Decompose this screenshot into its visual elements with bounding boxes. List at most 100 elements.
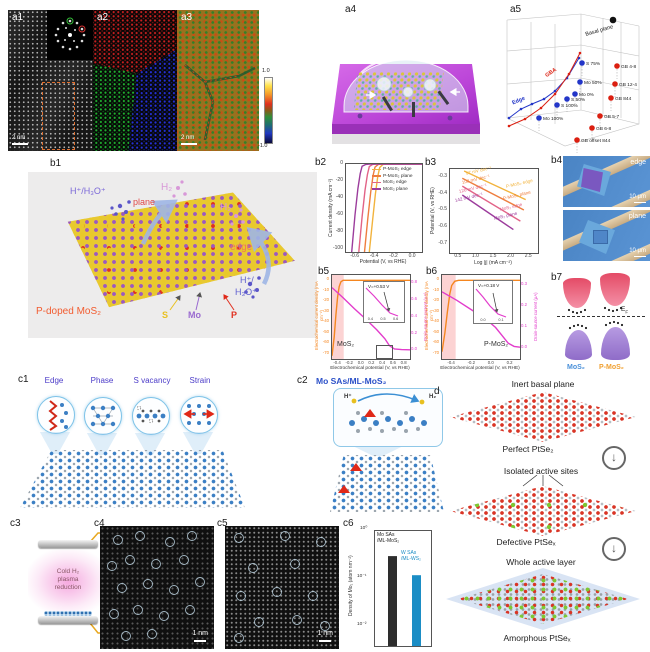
panel-label-b4: b4 — [551, 155, 563, 166]
c6-cat-0-line1: Mo SAs — [377, 532, 395, 538]
amorphous-ptsex-lattice — [458, 574, 628, 624]
fermi-level-line — [557, 316, 645, 317]
down-arrow-icon: ↓ — [602, 537, 626, 561]
c6-ytick-0: 10⁰ — [360, 526, 368, 531]
panel-label-c4: c4 — [94, 518, 105, 529]
c1-edge-label: Edge — [44, 376, 64, 385]
c5-atom-circles — [234, 531, 330, 643]
b5-yticks-right: 0.8 0.6 0.4 0.2 0.0 — [411, 279, 417, 352]
c6-cat-1-line2: /ML-WS₂ — [401, 555, 421, 562]
b6-inset: V=+0.18 V 0.0 0.1 — [473, 280, 513, 324]
b3-xlabel: Log |j| (mA cm⁻²) — [474, 260, 512, 266]
panel-label-b7: b7 — [551, 272, 563, 283]
b7-dots — [567, 306, 624, 330]
panel-label-c5: c5 — [217, 518, 228, 529]
b1-h2-right-label: H₂ — [220, 202, 232, 213]
svg-text:GB 4-8: GB 4-8 — [621, 64, 637, 70]
c2-h2-label: H₂ — [429, 394, 436, 400]
c6-bars — [388, 556, 421, 646]
d-defective-label: Defective PtSeₓ — [496, 537, 556, 547]
c6-cat-0-line2: /ML-MoS₂ — [377, 537, 400, 544]
panel-label-d: d — [434, 386, 440, 397]
perfect-ptse2-lattice — [450, 392, 636, 442]
panel-label-c1: c1 — [18, 374, 29, 385]
c3-text-line2: plasma — [57, 576, 79, 584]
b1-h2-left-label: H₂ — [161, 182, 173, 193]
scalebar — [634, 255, 646, 257]
svg-text:Mo 50%: Mo 50% — [584, 80, 602, 86]
c2-title: Mo SAs/ML-MoS₂ — [316, 376, 387, 386]
b5-yticks-left: 0 -10 -20 -30 -40 -50 -60 -70 — [322, 276, 329, 355]
stem-image-a1: a1 2 nm — [8, 10, 93, 151]
svg-text:GB offset 844: GB offset 844 — [581, 138, 611, 144]
svg-text:S 50%: S 50% — [571, 97, 586, 103]
d-amorphous-label: Amorphous PtSeₓ — [503, 633, 571, 643]
panel-label-b3: b3 — [425, 157, 437, 168]
c1-strain-label: Strain — [189, 376, 211, 385]
b1-p-label: P — [231, 310, 238, 320]
colorbar — [264, 77, 273, 144]
colorbar-min: -1.0 — [258, 143, 268, 149]
band-diagram-b7: EF MoS₂ P-MoS₂ — [545, 273, 650, 376]
grain-map-a2: a2 — [93, 10, 177, 151]
fermi-e: E — [621, 306, 626, 313]
panel-label-b2: b2 — [315, 157, 327, 168]
b2-curves — [351, 163, 422, 253]
svg-text:Mo 0%: Mo 0% — [579, 92, 595, 98]
panel-label-b5: b5 — [318, 266, 330, 277]
d-whole-label: Whole active layer — [506, 557, 576, 567]
b2-plot: P-MoS₂ edge P-MoS₂ plane MoS₂ edge MoS₂ pla… — [345, 163, 423, 253]
scalebar — [181, 143, 197, 145]
single-atom-c2: H⁺ H₂ — [328, 386, 448, 512]
b5-xticks: -0.4 -0.2 0.0 0.2 0.4 0.6 0.8 — [333, 360, 407, 365]
b1-hplus-plane-label: H⁺/H₃O⁺ — [70, 186, 106, 196]
bubble-schematic-a4 — [332, 56, 480, 144]
svg-text:GB 12-4: GB 12-4 — [619, 82, 637, 88]
b5-inset-ticks: 0.4 0.5 0.6 — [367, 317, 399, 321]
down-arrow-icon: ↓ — [602, 446, 626, 470]
optical-image-plane: plane 10 μm — [563, 210, 650, 261]
b1-hplus-edge-label-1: H⁺/ — [240, 275, 254, 285]
b1-plane-label: plane — [133, 197, 156, 207]
c1-phase-label: Phase — [90, 376, 114, 385]
b1-hplus-edge-label-2: H₃O⁺ — [235, 287, 257, 297]
c6-cat-1-label: W SAs /ML-WS₂ — [401, 550, 421, 563]
c6-ylabel: Density of Mo₁ (atom nm⁻²) — [348, 555, 354, 617]
scalebar — [12, 143, 28, 145]
b6-sample-label: P-MoS₂ — [484, 341, 509, 348]
c1-phase-circle — [84, 397, 122, 435]
scalebar — [634, 201, 646, 203]
panel-label-c2: c2 — [297, 375, 308, 386]
b5-sample-label: MoS₂ — [337, 341, 355, 348]
b3-plot — [449, 168, 539, 254]
defective-ptsex-lattice — [450, 486, 636, 536]
b6-yticks-left: 0 -10 -20 -30 -40 -50 -60 -70 — [432, 276, 439, 355]
colorbar-max: 1.0 — [262, 68, 270, 74]
panel-label-b6: b6 — [426, 266, 438, 277]
c2-inset-art — [349, 393, 427, 433]
b6-inset-curve — [475, 288, 507, 318]
b1-overlay — [110, 180, 273, 311]
fermi-level-label: EF — [621, 306, 628, 314]
scatter3d-a5: S 75% GB 4-8 Mo 50% GB 12-4 Mo 0%S 50% GB 844… — [506, 13, 640, 153]
c2-hplus-label: H⁺ — [344, 394, 352, 400]
c6-cat-1-line1: W SAs — [401, 550, 417, 556]
b6-xlabel: Electrochemical potential (V, vs RHE) — [440, 366, 520, 371]
c6-cat-0-label: Mo SAs /ML-MoS₂ — [377, 532, 400, 545]
panel-label-a1: a1 — [12, 12, 24, 23]
scalebar-label: 10 μm — [629, 248, 646, 254]
b6-curves — [441, 275, 521, 359]
svg-text:GB 844: GB 844 — [615, 96, 632, 102]
panel-label-c6: c6 — [343, 518, 354, 529]
c6-ytick-1: 10⁻¹ — [357, 574, 367, 579]
fft-pattern-icon — [54, 17, 86, 51]
c2-sa-arrows — [338, 463, 362, 493]
b3-yticks: -0.3 -0.4 -0.5 -0.6 -0.7 — [438, 172, 447, 247]
c3-text-line3: reduction — [54, 584, 82, 592]
c4-atom-circles — [107, 531, 205, 641]
b2-yticks: 0 -20 -40 -60 -80 -100 — [332, 160, 343, 251]
c3-text-line1: Cold H₂ — [56, 568, 80, 575]
b6-ylabel-right: Drain-source current (μA) — [533, 292, 538, 342]
b4-plane-label: plane — [628, 213, 646, 220]
b2-legend: P-MoS₂ edge P-MoS₂ plane MoS₂ edge MoS₂ pla… — [372, 167, 413, 193]
